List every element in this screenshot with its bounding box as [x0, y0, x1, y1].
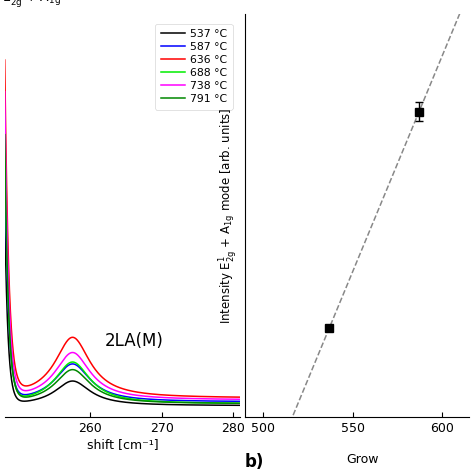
791 °C: [208, 400, 213, 406]
688 °C: [233, 400, 238, 406]
537 °C: [237, 402, 243, 408]
Text: Grow: Grow: [346, 453, 378, 466]
Line: 636 °C: 636 °C: [5, 60, 240, 397]
Line: 791 °C: 791 °C: [5, 135, 240, 403]
636 °C: [92, 366, 98, 372]
636 °C: [43, 372, 48, 377]
587 °C: [208, 398, 213, 404]
537 °C: [102, 395, 108, 401]
738 °C: [29, 387, 35, 392]
587 °C: [233, 399, 238, 404]
537 °C: [43, 393, 48, 399]
791 °C: [43, 388, 48, 393]
738 °C: [102, 383, 108, 389]
738 °C: [208, 396, 213, 402]
X-axis label: shift [cm⁻¹]: shift [cm⁻¹]: [87, 438, 158, 451]
738 °C: [237, 396, 243, 402]
Line: 738 °C: 738 °C: [5, 91, 240, 399]
636 °C: [233, 394, 238, 400]
636 °C: [2, 57, 8, 63]
Legend: 537 °C, 587 °C, 636 °C, 688 °C, 738 °C, 791 °C: 537 °C, 587 °C, 636 °C, 688 °C, 738 °C, …: [155, 24, 233, 109]
587 °C: [237, 399, 243, 404]
537 °C: [92, 391, 98, 397]
738 °C: [233, 396, 238, 402]
791 °C: [2, 132, 8, 137]
688 °C: [102, 388, 108, 394]
636 °C: [102, 377, 108, 383]
Line: 688 °C: 688 °C: [5, 115, 240, 403]
Line: 537 °C: 537 °C: [5, 213, 240, 405]
791 °C: [92, 385, 98, 391]
791 °C: [29, 393, 35, 399]
738 °C: [2, 89, 8, 94]
537 °C: [2, 210, 8, 216]
688 °C: [208, 400, 213, 406]
738 °C: [43, 379, 48, 384]
636 °C: [208, 394, 213, 400]
688 °C: [237, 401, 243, 406]
Line: 587 °C: 587 °C: [5, 151, 240, 401]
587 °C: [2, 148, 8, 154]
537 °C: [233, 402, 238, 408]
587 °C: [43, 384, 48, 390]
636 °C: [237, 394, 243, 400]
688 °C: [29, 392, 35, 398]
Text: 2LA(M): 2LA(M): [105, 332, 164, 350]
791 °C: [102, 391, 108, 396]
587 °C: [102, 388, 108, 393]
688 °C: [43, 385, 48, 391]
791 °C: [237, 401, 243, 406]
791 °C: [233, 401, 238, 406]
Y-axis label: Intensity $\mathrm{E^1_{2g}}$ + $\mathrm{A_{1g}}$ mode [arb. units]: Intensity $\mathrm{E^1_{2g}}$ + $\mathrm…: [218, 108, 239, 324]
Text: b): b): [245, 453, 264, 471]
688 °C: [92, 381, 98, 387]
587 °C: [29, 391, 35, 396]
636 °C: [29, 382, 35, 388]
688 °C: [2, 112, 8, 118]
587 °C: [92, 381, 98, 387]
537 °C: [29, 398, 35, 403]
537 °C: [208, 402, 213, 408]
Text: $\mathrm{E^1_{2g}}$ + $\mathrm{A_{1g}}$: $\mathrm{E^1_{2g}}$ + $\mathrm{A_{1g}}$: [2, 0, 61, 10]
738 °C: [92, 374, 98, 380]
